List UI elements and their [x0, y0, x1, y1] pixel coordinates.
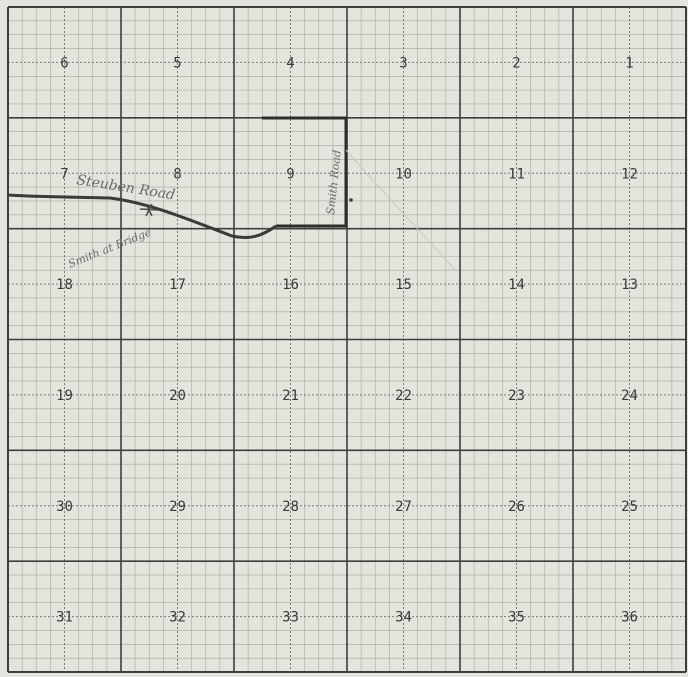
section-number: 14	[508, 277, 525, 293]
section-number: 35	[508, 610, 525, 626]
section-number: 5	[173, 55, 181, 71]
section-number: 9	[286, 166, 294, 182]
section-number: 26	[508, 499, 525, 515]
section-number: 7	[60, 166, 68, 182]
section-number: 19	[56, 388, 73, 404]
section-number: 30	[56, 499, 73, 515]
section-number: 29	[169, 499, 186, 515]
section-number: 25	[621, 499, 638, 515]
section-number: 32	[169, 610, 186, 626]
section-number: 34	[395, 610, 412, 626]
section-number: 12	[621, 166, 638, 182]
section-number: 4	[286, 55, 294, 71]
section-number: 6	[60, 55, 68, 71]
survey-dot	[349, 198, 353, 202]
section-number: 27	[395, 499, 412, 515]
section-number: 24	[621, 388, 638, 404]
section-number: 3	[399, 55, 407, 71]
section-number: 23	[508, 388, 525, 404]
section-number: 15	[395, 277, 412, 293]
section-number: 13	[621, 277, 638, 293]
section-number: 21	[282, 388, 299, 404]
section-number: 17	[169, 277, 186, 293]
section-number: 2	[512, 55, 520, 71]
section-number: 10	[395, 166, 412, 182]
section-number: 33	[282, 610, 299, 626]
section-number: 18	[56, 277, 73, 293]
section-number: 11	[508, 166, 525, 182]
section-number: 36	[621, 610, 638, 626]
section-number: 8	[173, 166, 181, 182]
section-number: 31	[56, 610, 73, 626]
section-number: 20	[169, 388, 186, 404]
section-number: 16	[282, 277, 299, 293]
section-number: 28	[282, 499, 299, 515]
section-number: 22	[395, 388, 412, 404]
section-number: 1	[625, 55, 633, 71]
